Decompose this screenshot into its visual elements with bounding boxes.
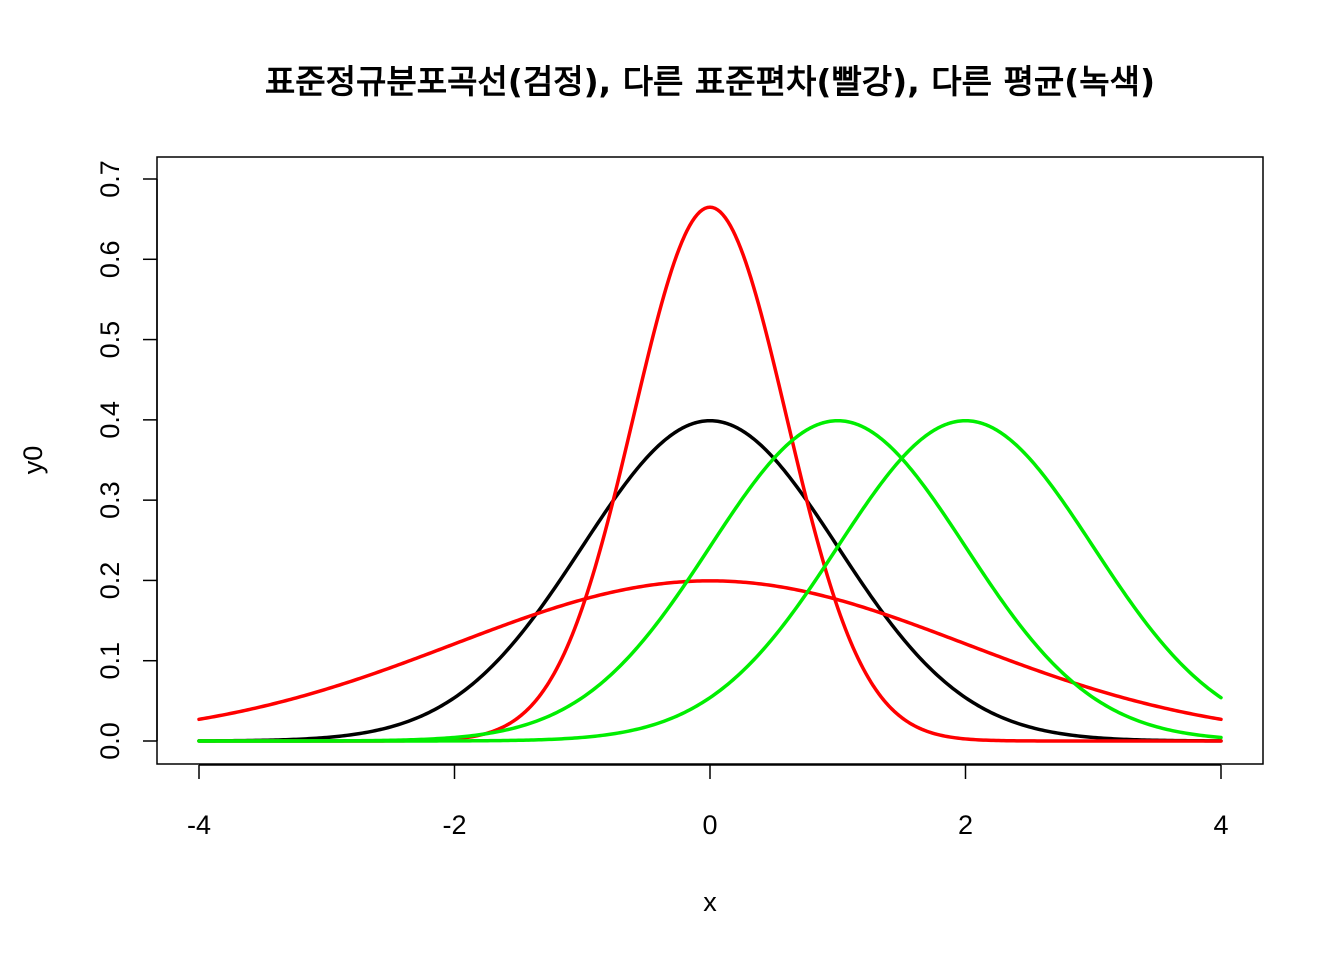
x-axis: -4 -2 0 2 4 <box>187 764 1229 840</box>
series-line-3 <box>197 579 1223 722</box>
series-line-2 <box>197 205 1223 743</box>
y-tick-label: 0.5 <box>95 321 125 359</box>
plot-frame <box>156 156 1264 765</box>
x-tick-label: 4 <box>1213 810 1228 840</box>
chart-title: 표준정규분포곡선(검정), 다른 표준편차(빨강), 다른 평균(녹색) <box>265 62 1155 101</box>
x-tick-label: 2 <box>958 810 973 840</box>
y-axis: 0.0 0.1 0.2 0.3 0.4 0.5 0.6 0.7 <box>95 160 158 760</box>
y-tick-label: 0.3 <box>95 481 125 519</box>
x-tick-label: 0 <box>702 810 717 840</box>
y-tick-label: 0.0 <box>95 722 125 760</box>
series-line-5 <box>197 418 1223 743</box>
x-tick-label: -2 <box>442 810 466 840</box>
y-axis-label: y0 <box>18 446 48 475</box>
y-tick-label: 0.1 <box>95 642 125 680</box>
curves <box>197 205 1223 743</box>
y-tick-label: 0.6 <box>95 241 125 279</box>
y-tick-label: 0.2 <box>95 562 125 600</box>
x-axis-label: x <box>703 887 717 917</box>
y-tick-label: 0.4 <box>95 401 125 439</box>
y-tick-label: 0.7 <box>95 160 125 198</box>
series-line-1 <box>197 418 1223 743</box>
x-tick-label: -4 <box>187 810 211 840</box>
